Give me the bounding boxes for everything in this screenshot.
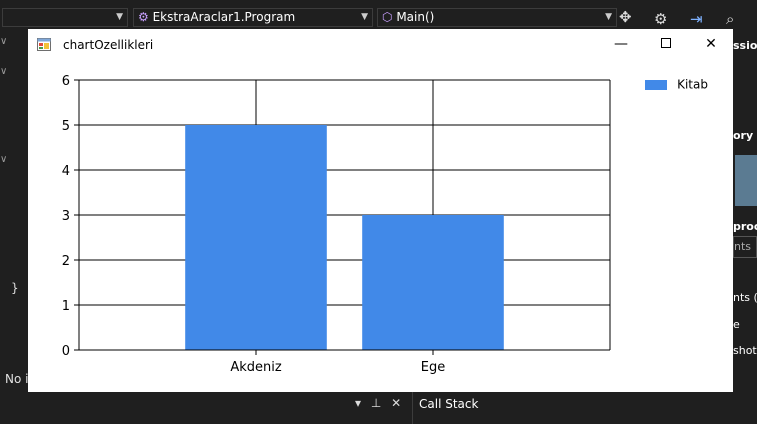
class-dropdown-value: EkstraAraclar1.Program bbox=[152, 10, 296, 24]
chevron-down-icon[interactable]: ▾ bbox=[355, 396, 362, 410]
y-tick-label: 6 bbox=[62, 74, 70, 89]
code-brace: } bbox=[11, 281, 19, 295]
close-icon[interactable]: ✕ bbox=[391, 396, 402, 410]
y-tick-label: 1 bbox=[62, 299, 70, 314]
chevron-down-icon: ▼ bbox=[116, 12, 123, 22]
chart-grid bbox=[79, 79, 611, 351]
y-tick-label: 4 bbox=[62, 164, 70, 179]
gear-icon[interactable]: ⚙ bbox=[654, 10, 668, 28]
panel-text: ory ( bbox=[733, 129, 757, 142]
window-title: chartOzellikleri bbox=[63, 38, 154, 52]
panel-text: proc bbox=[733, 220, 757, 233]
vs-toolbar: ▼ ⚙ EkstraAraclar1.Program ▼ ⬡ Main() ▼ … bbox=[0, 0, 757, 36]
editor-gutter: ∨ ∨ ∨ bbox=[0, 36, 28, 366]
memory-graph bbox=[735, 155, 757, 206]
y-tick-label: 3 bbox=[62, 209, 70, 224]
legend-label: Kitab bbox=[677, 77, 708, 92]
project-dropdown[interactable]: ▼ bbox=[2, 8, 128, 27]
maximize-icon bbox=[661, 37, 671, 48]
bottom-tool-window-bar bbox=[0, 392, 757, 424]
minimize-button[interactable]: — bbox=[614, 36, 628, 52]
pin-icon[interactable]: ⊥ bbox=[370, 396, 382, 410]
panel-tools: ▾ ⊥ ✕ bbox=[355, 396, 407, 410]
divider bbox=[412, 392, 413, 424]
bar bbox=[185, 125, 327, 350]
collapse-icon[interactable]: ∨ bbox=[0, 36, 8, 47]
call-stack-title[interactable]: Call Stack bbox=[419, 397, 479, 411]
bar bbox=[362, 215, 504, 350]
x-tick-label: Ege bbox=[421, 360, 445, 375]
zoom-icon[interactable]: ⌕ bbox=[726, 10, 735, 28]
output-status: No i bbox=[0, 366, 28, 392]
chevron-down-icon: ▼ bbox=[605, 12, 612, 22]
collapse-icon[interactable]: ∨ bbox=[0, 66, 8, 77]
legend-swatch bbox=[645, 79, 667, 90]
y-tick-label: 2 bbox=[62, 254, 70, 269]
member-dropdown-value: Main() bbox=[396, 10, 435, 24]
chart-labels: 0 1 2 3 4 5 6 Akdeniz Ege bbox=[62, 74, 446, 375]
panel-text: ssio bbox=[733, 39, 757, 52]
chart-form-window: chartOzellikleri — ✕ 0 1 2 3 4 5 6 Akdeniz Ege K… bbox=[28, 29, 733, 392]
chart-bars bbox=[185, 125, 504, 350]
sign-in-icon[interactable]: ⇥ bbox=[690, 10, 703, 28]
method-icon: ⬡ bbox=[382, 10, 393, 24]
member-dropdown[interactable]: ⬡ Main() ▼ bbox=[377, 8, 617, 27]
panel-text: nts ( bbox=[733, 291, 757, 304]
filter-box[interactable]: nts bbox=[733, 236, 757, 258]
diagnostic-tools-panel: ssio ory ( proc nts nts ( e shot bbox=[733, 36, 757, 392]
panel-text: e bbox=[733, 318, 740, 331]
y-tick-label: 5 bbox=[62, 119, 70, 134]
class-icon: ⚙ bbox=[138, 10, 149, 24]
close-button[interactable]: ✕ bbox=[705, 36, 717, 52]
split-icon[interactable]: ✥ bbox=[619, 8, 632, 26]
chart-legend: Kitab bbox=[645, 74, 708, 92]
form-icon bbox=[37, 38, 51, 51]
x-tick-label: Akdeniz bbox=[230, 360, 282, 375]
maximize-button[interactable] bbox=[651, 35, 681, 53]
class-dropdown[interactable]: ⚙ EkstraAraclar1.Program ▼ bbox=[133, 8, 373, 27]
bar-chart: 0 1 2 3 4 5 6 Akdeniz Ege bbox=[62, 74, 611, 375]
y-tick-label: 0 bbox=[62, 344, 70, 359]
collapse-icon[interactable]: ∨ bbox=[0, 154, 8, 165]
panel-text: shot bbox=[733, 344, 757, 357]
panel-text: nts bbox=[734, 240, 752, 253]
chart-axes bbox=[74, 79, 610, 355]
chevron-down-icon: ▼ bbox=[361, 12, 368, 22]
